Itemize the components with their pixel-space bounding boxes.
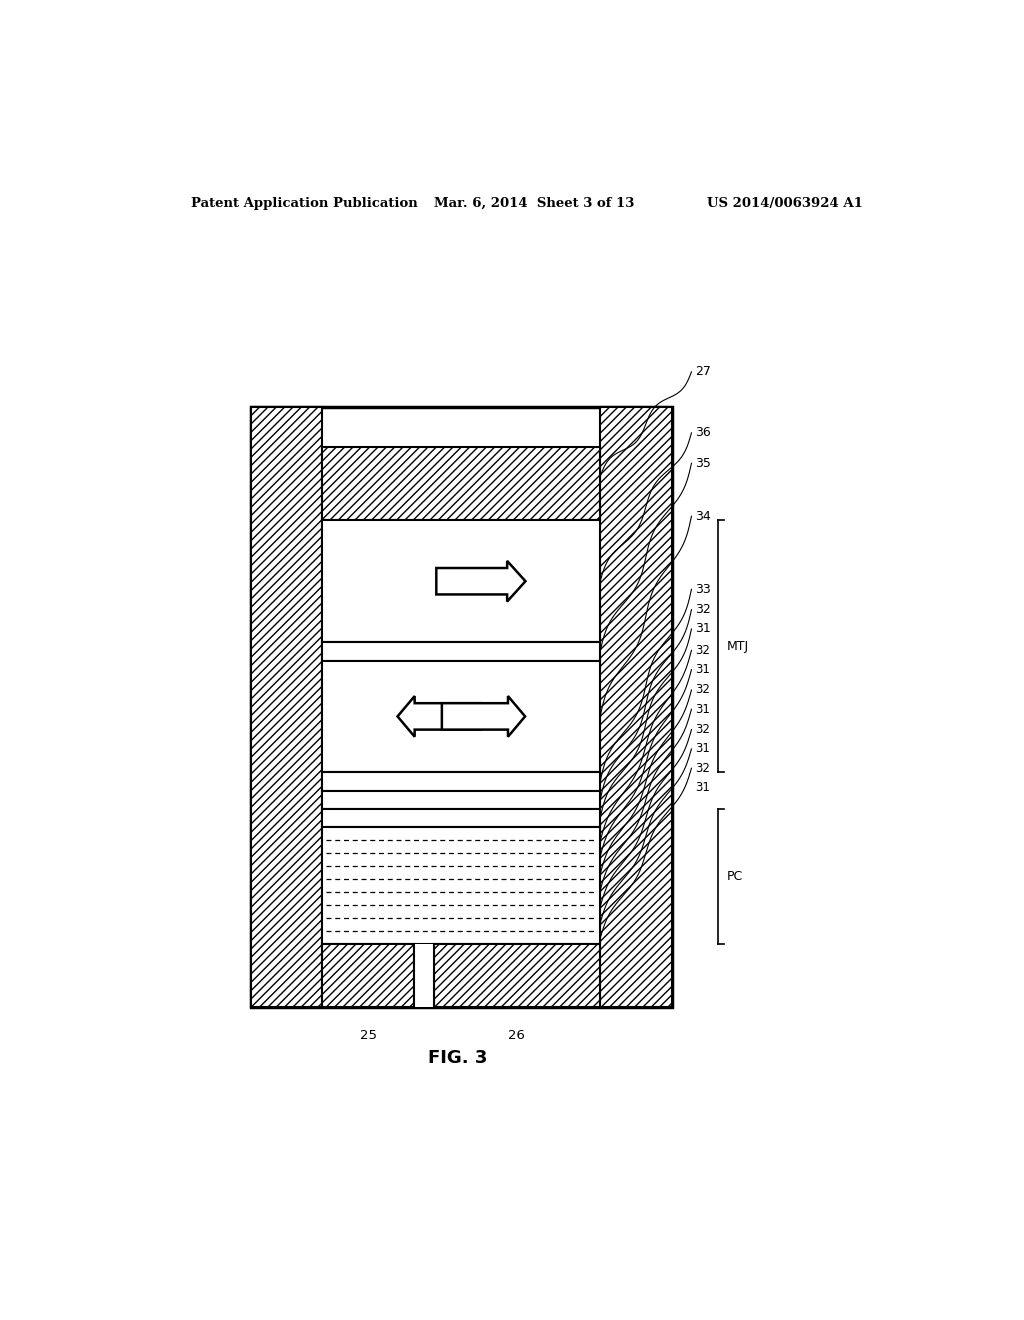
Bar [323,809,600,828]
Bar [323,772,600,791]
Text: MTJ: MTJ [727,640,750,653]
Text: 33: 33 [695,583,712,595]
FancyArrow shape [442,696,525,737]
Bar [323,944,414,1007]
Text: 32: 32 [695,644,711,657]
Bar [323,791,600,809]
Text: 25: 25 [359,1030,377,1043]
Text: US 2014/0063924 A1: US 2014/0063924 A1 [708,197,863,210]
Text: 31: 31 [695,781,711,795]
Bar [600,408,672,1007]
Bar [323,828,600,944]
FancyArrow shape [397,696,480,737]
Bar [251,408,323,1007]
FancyArrow shape [436,561,525,602]
Text: 36: 36 [695,426,712,440]
Text: 31: 31 [695,742,711,755]
Text: 32: 32 [695,684,711,697]
Text: 34: 34 [695,510,712,523]
Bar [323,520,600,643]
Text: 26: 26 [509,1030,525,1043]
Text: 27: 27 [695,366,712,379]
Text: PC: PC [727,870,743,883]
Text: Patent Application Publication: Patent Application Publication [191,197,418,210]
Bar [323,660,600,772]
Text: 32: 32 [695,603,712,616]
Text: 32: 32 [695,762,711,775]
Text: 31: 31 [695,702,711,715]
Text: FIG. 3: FIG. 3 [428,1049,487,1067]
Text: Mar. 6, 2014  Sheet 3 of 13: Mar. 6, 2014 Sheet 3 of 13 [433,197,634,210]
Text: 31: 31 [695,663,711,676]
Bar [251,408,672,1007]
Bar [433,944,600,1007]
Bar [323,447,600,520]
Text: 31: 31 [695,623,712,635]
Text: 32: 32 [695,723,711,737]
Bar [323,643,600,660]
Bar [414,944,433,1007]
Text: 35: 35 [695,457,712,470]
